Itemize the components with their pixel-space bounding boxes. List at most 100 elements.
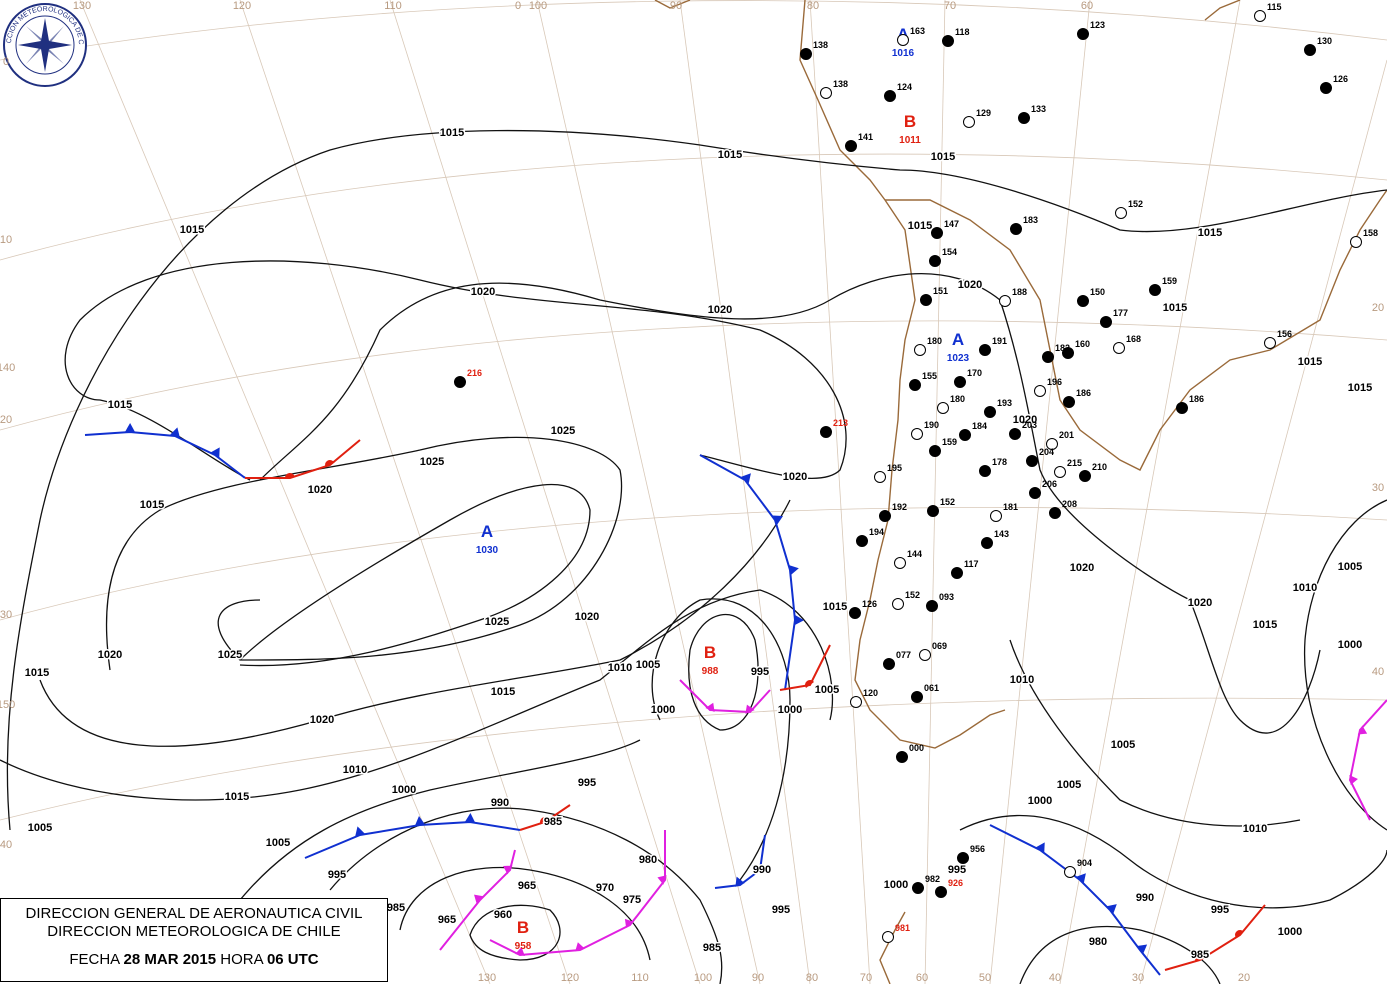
isobar-label: 990 — [491, 797, 509, 809]
logo: DIRECCION METEOROLOGICA DE CHILE — [0, 0, 87, 87]
station-id: 194 — [869, 527, 884, 537]
graticule-label: 100 — [529, 0, 547, 12]
isobar-label: 965 — [518, 880, 536, 892]
station-circle — [1077, 295, 1089, 307]
station-circle — [884, 90, 896, 102]
isobar-label: 1005 — [1338, 561, 1362, 573]
station-circle — [1176, 402, 1188, 414]
station-id: 203 — [1022, 420, 1037, 430]
station-id: 155 — [922, 371, 937, 381]
footer-line: DIRECCION GENERAL DE AERONAUTICA CIVIL — [25, 905, 363, 922]
station-circle — [931, 227, 943, 239]
station-id: 193 — [997, 398, 1012, 408]
station-circle — [897, 34, 909, 46]
isobar-label: 1000 — [778, 704, 802, 716]
station-circle — [1079, 470, 1091, 482]
station-circle — [1049, 507, 1061, 519]
isobar-label: 1015 — [225, 791, 249, 803]
station-circle — [1063, 396, 1075, 408]
station-id: 188 — [1012, 287, 1027, 297]
station-id: 115 — [1267, 2, 1282, 12]
station-id: 195 — [887, 463, 902, 473]
station-id: 144 — [907, 549, 922, 559]
station-circle — [1018, 112, 1030, 124]
station-circle — [820, 426, 832, 438]
center-value: 1016 — [892, 48, 915, 59]
isobar-label: 995 — [772, 904, 790, 916]
station-circle — [1062, 347, 1074, 359]
station-circle — [1029, 487, 1041, 499]
isobars — [0, 129, 1387, 984]
station-id: 159 — [1162, 276, 1177, 286]
isobar-label: 995 — [328, 869, 346, 881]
isobar-label: 985 — [544, 816, 562, 828]
station-circle — [845, 140, 857, 152]
station-id: 981 — [895, 923, 910, 933]
station-id: 069 — [932, 641, 947, 651]
graticule-label: 40 — [0, 839, 12, 851]
isobar-label: 1015 — [491, 686, 515, 698]
footer: DIRECCION GENERAL DE AERONAUTICA CIVIL D… — [0, 898, 388, 982]
station-id: 000 — [909, 743, 924, 753]
station-circle — [929, 255, 941, 267]
isobar-label: 1020 — [575, 611, 599, 623]
graticule-label: 20 — [1372, 302, 1384, 314]
station-id: 151 — [933, 286, 948, 296]
isobar-label: 965 — [438, 914, 456, 926]
station-id: 191 — [992, 336, 1007, 346]
station-id: 180 — [927, 336, 942, 346]
time-label: HORA — [220, 951, 263, 968]
station-circle — [1264, 337, 1276, 349]
station-circle — [1149, 284, 1161, 296]
station-id: 117 — [964, 559, 979, 569]
isobar-label: 975 — [623, 894, 641, 906]
isobar-label: 1005 — [636, 659, 660, 671]
isobar-label: 1025 — [551, 425, 575, 437]
station-id: 215 — [1067, 458, 1082, 468]
station-circle — [1042, 351, 1054, 363]
station-circle — [1350, 236, 1362, 248]
station-id: 130 — [1317, 36, 1332, 46]
graticule-label: 20 — [0, 414, 12, 426]
station-circle — [1113, 342, 1125, 354]
center-letter: B — [517, 918, 529, 937]
isobar-label: 1020 — [308, 484, 332, 496]
isobar-label: 985 — [387, 902, 405, 914]
station-circle — [951, 567, 963, 579]
station-circle — [957, 852, 969, 864]
station-circle — [963, 116, 975, 128]
isobar-label: 1025 — [218, 649, 242, 661]
station-circle — [1304, 44, 1316, 56]
station-circle — [856, 535, 868, 547]
station-circle — [935, 886, 947, 898]
station-id: 163 — [910, 26, 925, 36]
station-circle — [1254, 10, 1266, 22]
station-id: 206 — [1042, 479, 1057, 489]
station-id: 168 — [1126, 334, 1141, 344]
isobar-label: 1015 — [25, 667, 49, 679]
date-label: FECHA — [69, 951, 120, 968]
graticule-label: 110 — [384, 0, 402, 12]
station-circle — [1034, 385, 1046, 397]
graticule-label: 90 — [670, 0, 682, 12]
isobar-label: 1005 — [28, 822, 52, 834]
station-id: 204 — [1039, 447, 1054, 457]
isobar-label: 1010 — [1293, 582, 1317, 594]
isobar-label: 980 — [639, 854, 657, 866]
station-circle — [800, 48, 812, 60]
center-letter: B — [704, 643, 716, 662]
isobar-label: 1000 — [651, 704, 675, 716]
graticule-label: 120 — [233, 0, 251, 12]
center-value: 1023 — [947, 353, 970, 364]
isobar-label: 990 — [753, 864, 771, 876]
station-circle — [879, 510, 891, 522]
station-id: 182 — [1055, 343, 1070, 353]
graticule-label: 130 — [478, 972, 496, 984]
station-id: 192 — [892, 502, 907, 512]
station-circle — [1115, 207, 1127, 219]
isobar-label: 1015 — [1253, 619, 1277, 631]
station-id: 216 — [467, 368, 482, 378]
station-id: 926 — [948, 878, 963, 888]
center-letter: A — [481, 522, 493, 541]
